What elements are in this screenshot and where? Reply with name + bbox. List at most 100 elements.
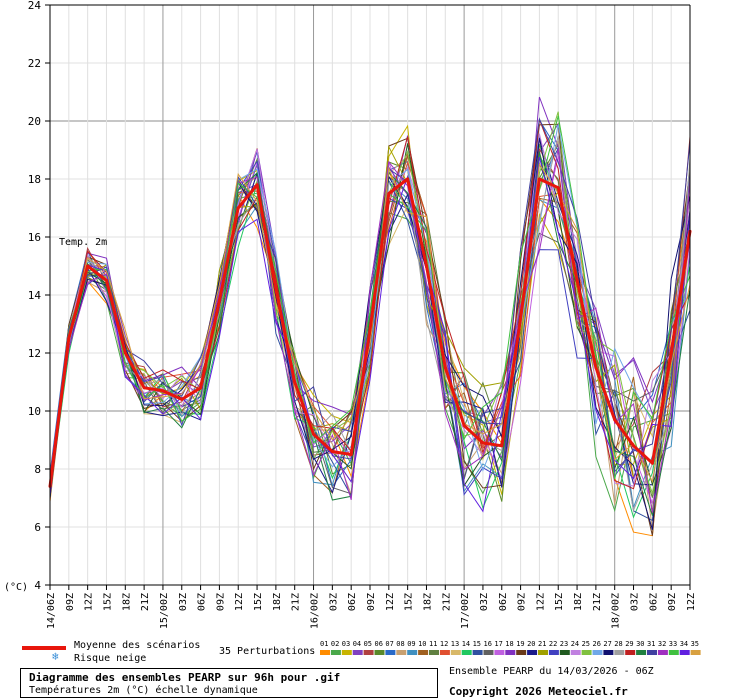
legend-snow-label: Risque neige <box>74 653 147 664</box>
mean-point <box>462 424 466 427</box>
mean-point <box>519 316 523 320</box>
mean-point <box>199 386 203 390</box>
legend-perturbations-label: 35 Perturbations <box>219 646 316 657</box>
x-tick-label: 09Z <box>65 593 76 611</box>
pert-legend-id: 16 <box>484 640 492 648</box>
mean-point <box>274 287 278 291</box>
pert-legend-id: 07 <box>385 640 393 648</box>
x-tick-label: 17/00Z <box>460 593 471 629</box>
mean-point <box>669 351 673 355</box>
x-tick-label: 21Z <box>291 593 302 611</box>
x-tick-label: 18Z <box>121 593 132 611</box>
y-tick-label: 6 <box>34 521 41 534</box>
y-tick-label: 14 <box>28 289 42 302</box>
x-tick-label: 06Z <box>648 593 659 611</box>
mean-point <box>180 397 184 401</box>
x-tick-label: 12Z <box>234 593 245 611</box>
pert-legend-swatch <box>461 650 472 655</box>
pert-legend-id: 14 <box>462 640 470 648</box>
x-tick-label: 15Z <box>554 593 565 611</box>
pert-legend-id: 15 <box>473 640 481 648</box>
footer-run-info: Ensemble PEARP du 14/03/2026 - 06Z <box>449 666 654 677</box>
x-tick-label: 06Z <box>498 593 509 611</box>
x-tick-label: 21Z <box>441 593 452 611</box>
pert-legend-swatch <box>657 650 668 655</box>
pert-legend-swatch <box>527 650 538 655</box>
pert-legend-swatch <box>647 650 657 655</box>
x-tick-label: 15/00Z <box>159 593 170 629</box>
mean-point <box>575 279 579 282</box>
pert-legend-swatch <box>374 650 385 655</box>
legend-mean-swatch <box>22 646 66 650</box>
perturbation-line-20 <box>49 137 691 498</box>
pert-legend-id: 13 <box>451 640 459 648</box>
pert-legend-swatch <box>516 650 527 655</box>
mean-line <box>48 177 692 488</box>
y-axis-label: (°C) <box>4 582 28 593</box>
mean-point <box>556 186 560 190</box>
pert-legend-swatch <box>625 650 636 655</box>
x-tick-label: 16/00Z <box>310 593 321 629</box>
x-tick-label: 09Z <box>366 593 377 611</box>
pert-legend-id: 26 <box>593 640 601 648</box>
mean-point <box>613 418 617 422</box>
x-tick-label: 21Z <box>140 593 151 611</box>
x-tick-label: 03Z <box>178 593 189 611</box>
pert-legend-swatch <box>472 650 483 655</box>
legend-mean-label: Moyenne des scénarios <box>74 640 201 651</box>
pert-legend-id: 19 <box>516 640 524 648</box>
pert-legend-id: 29 <box>625 640 633 648</box>
x-tick-label: 12Z <box>84 593 95 611</box>
pert-legend-swatch <box>396 650 407 655</box>
mean-point <box>86 264 90 268</box>
pert-legend-id: 25 <box>582 640 590 648</box>
x-tick-label: 18Z <box>272 593 283 611</box>
pert-legend-id: 30 <box>636 640 644 648</box>
pert-legend-id: 21 <box>538 640 546 648</box>
pert-legend-id: 23 <box>560 640 568 648</box>
pert-legend-id: 01 <box>320 640 328 648</box>
x-tick-label: 12Z <box>385 593 396 611</box>
x-tick-label: 15Z <box>404 593 415 611</box>
x-tick-label: 06Z <box>347 593 358 611</box>
pert-legend-swatch <box>418 650 429 655</box>
mean-point <box>142 386 146 390</box>
pert-legend-id: 22 <box>549 640 557 648</box>
pert-legend-id: 09 <box>407 640 415 648</box>
pert-legend-swatch <box>352 650 363 655</box>
mean-point <box>632 444 636 448</box>
pert-legend-id: 02 <box>331 640 339 648</box>
pert-legend-id: 08 <box>396 640 404 648</box>
y-tick-label: 20 <box>28 115 41 128</box>
mean-point <box>594 366 598 369</box>
pert-legend-swatch <box>483 650 494 655</box>
perturbation-legend: 01 02 03 04 05 06 07 08 09 10 11 12 13 14 15 16 17 18 19 20… <box>320 640 701 655</box>
x-tick-label: 03Z <box>630 593 641 611</box>
pert-legend-swatch <box>538 650 548 655</box>
mean-point <box>481 441 485 445</box>
pert-legend-swatch <box>690 650 701 655</box>
mean-point <box>537 177 541 181</box>
pert-legend-swatch <box>614 650 625 655</box>
mean-point <box>161 389 165 393</box>
mean-point <box>255 183 259 187</box>
pert-legend-swatch <box>494 650 505 655</box>
mean-point <box>67 337 71 340</box>
y-tick-label: 4 <box>34 579 41 592</box>
pert-legend-id: 20 <box>527 640 535 648</box>
mean-point <box>236 206 240 210</box>
pert-legend-id: 11 <box>429 640 437 648</box>
x-tick-label: 18Z <box>573 593 584 611</box>
y-tick-label: 24 <box>28 0 42 12</box>
axes <box>45 4 691 590</box>
footer-subtitle: Températures 2m (°C) échelle dynamique <box>29 685 258 696</box>
pert-legend-swatch <box>385 650 396 655</box>
pert-legend-swatch <box>679 650 690 655</box>
pert-legend-id: 06 <box>375 640 383 648</box>
perturbation-line-35 <box>49 162 691 485</box>
footer-box: Diagramme des ensembles PEARP sur 96h po… <box>20 668 438 698</box>
x-tick-label: 03Z <box>328 593 339 611</box>
y-tick-label: 18 <box>28 173 41 186</box>
pert-legend-id: 35 <box>691 640 699 648</box>
mean-point <box>368 328 372 332</box>
